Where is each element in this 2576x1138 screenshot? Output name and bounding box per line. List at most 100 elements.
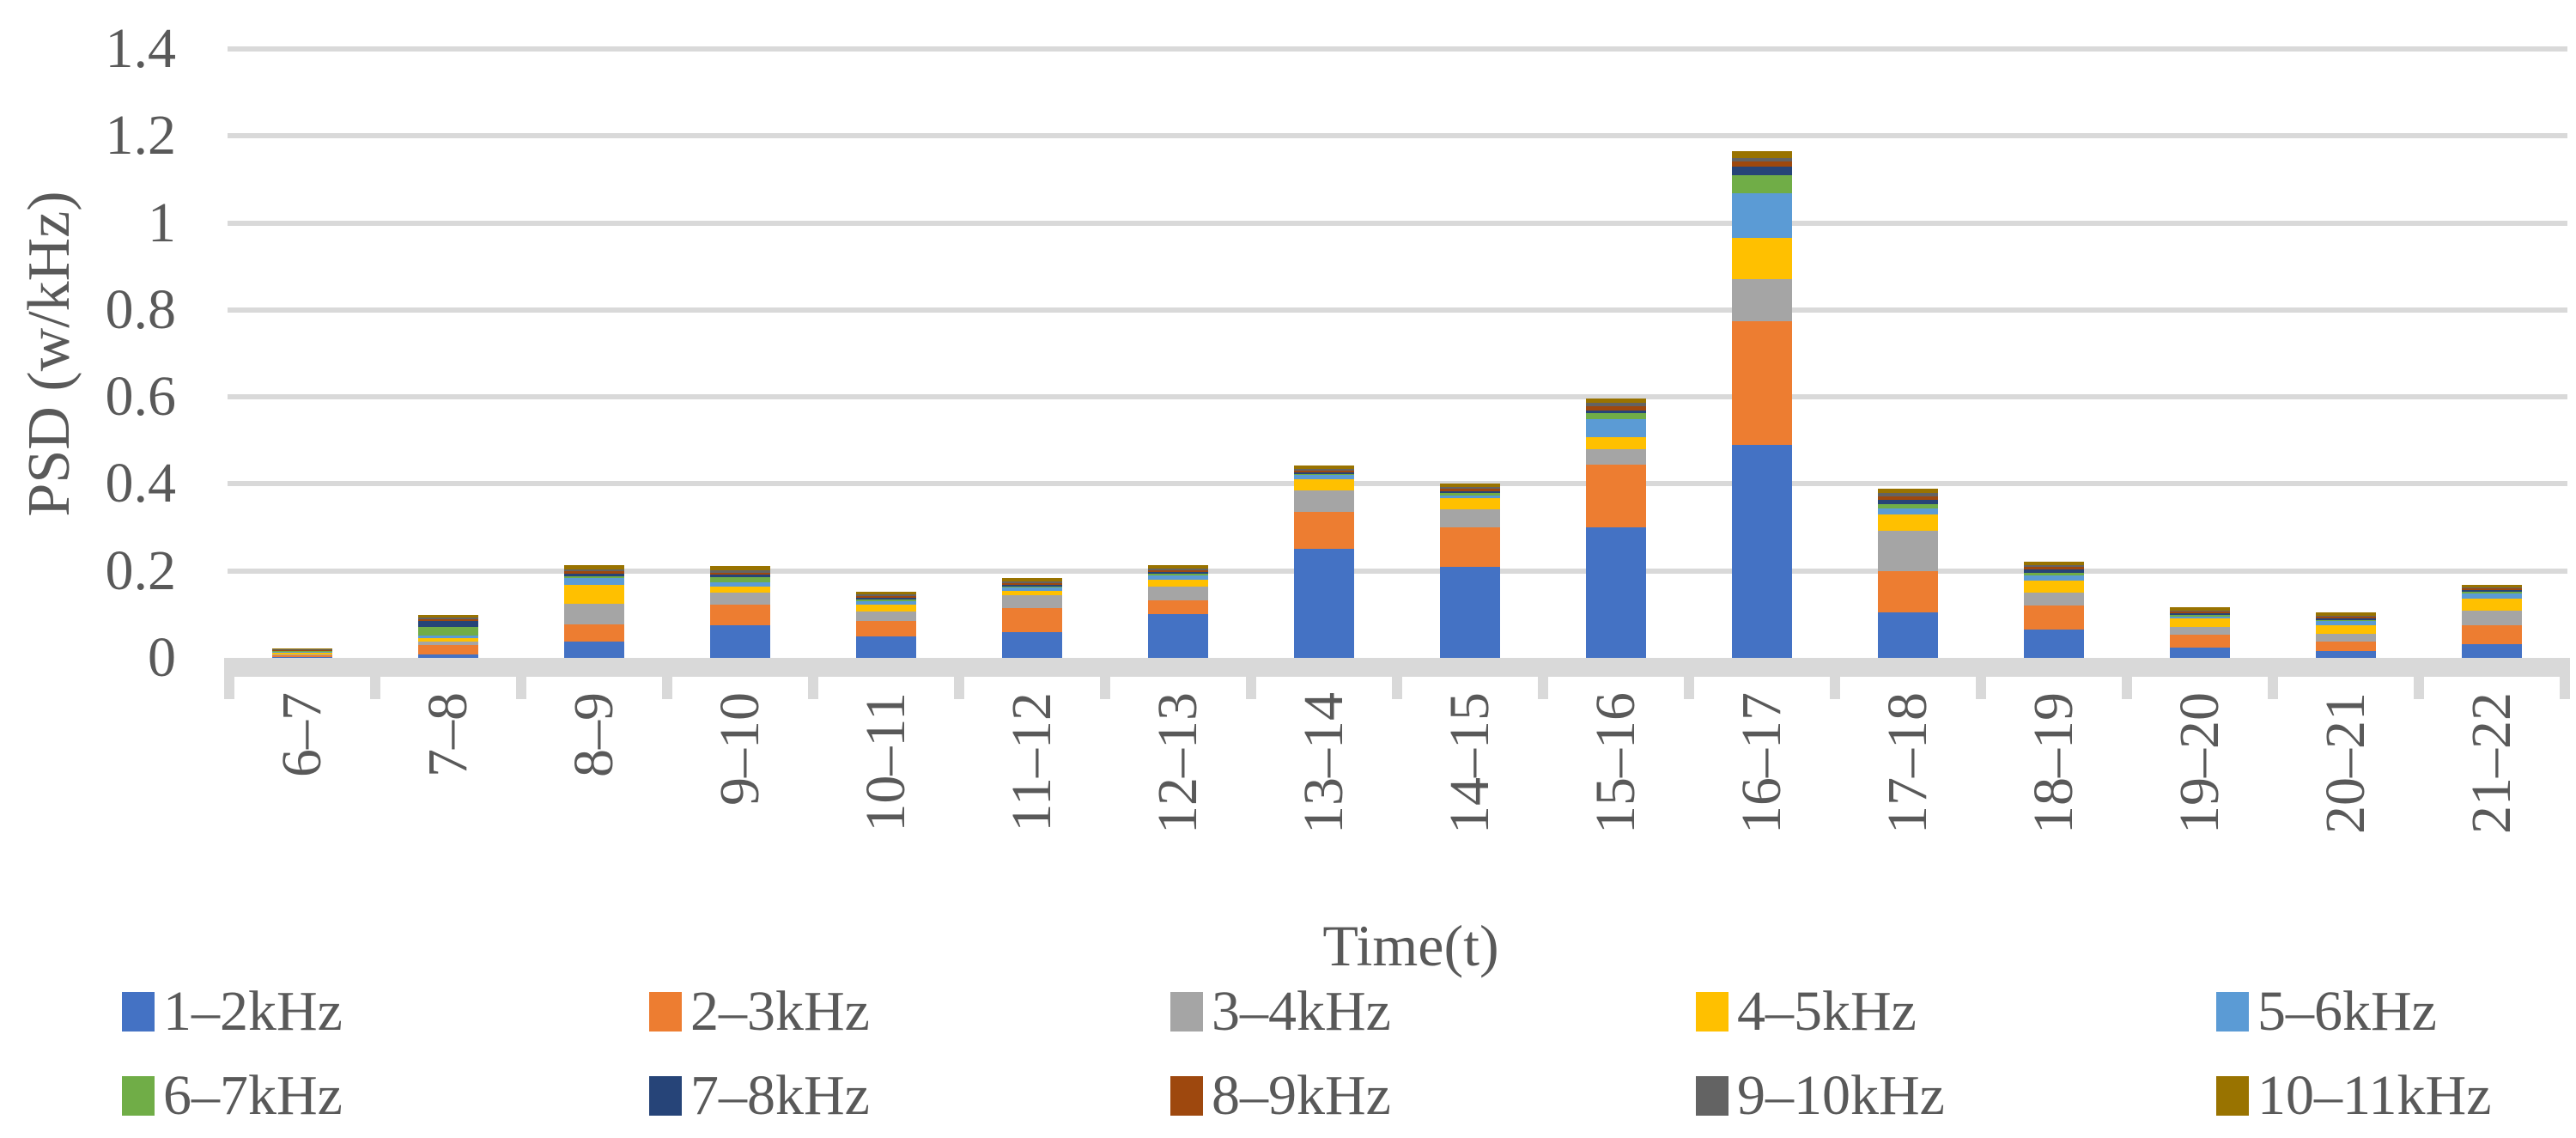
legend-label: 4–5kHz bbox=[1737, 980, 1917, 1043]
bar-segment bbox=[272, 652, 332, 654]
bar-segment bbox=[856, 636, 916, 658]
legend-item: 1–2kHz bbox=[122, 980, 343, 1043]
bar-segment bbox=[1440, 527, 1500, 567]
x-tick-label: 8–9 bbox=[562, 692, 625, 777]
bar-segment bbox=[2462, 593, 2522, 599]
bar-segment bbox=[418, 635, 478, 638]
x-axis-tick bbox=[954, 658, 964, 699]
gridline bbox=[228, 307, 2567, 313]
bar-segment bbox=[272, 653, 332, 655]
legend-swatch bbox=[1696, 1076, 1728, 1116]
bar-segment bbox=[856, 594, 916, 597]
bar-segment bbox=[710, 572, 770, 575]
bar-segment bbox=[1878, 514, 1938, 532]
bar-segment bbox=[1732, 166, 1792, 175]
bar-segment bbox=[1878, 508, 1938, 514]
legend-swatch bbox=[2216, 1076, 2249, 1116]
gridline bbox=[228, 46, 2567, 52]
gridline bbox=[228, 481, 2567, 487]
bar-segment bbox=[2024, 592, 2084, 606]
bar-segment bbox=[856, 611, 916, 621]
bar-segment bbox=[710, 593, 770, 606]
bar-segment bbox=[2024, 569, 2084, 573]
bar-segment bbox=[1294, 473, 1354, 476]
bar-segment bbox=[2024, 565, 2084, 568]
bar-segment bbox=[564, 574, 624, 577]
bar-segment bbox=[1002, 591, 1062, 596]
bar-segment bbox=[272, 649, 332, 651]
x-axis-tick bbox=[516, 658, 526, 699]
x-axis-tick bbox=[224, 658, 234, 699]
legend-item: 3–4kHz bbox=[1170, 980, 1391, 1043]
bar-segment bbox=[710, 605, 770, 625]
x-axis-tick bbox=[1538, 658, 1548, 699]
bar-segment bbox=[2024, 562, 2084, 566]
x-tick-label: 15–16 bbox=[1584, 692, 1647, 834]
bar-segment bbox=[272, 656, 332, 658]
bar-segment bbox=[2316, 620, 2376, 626]
bar-segment bbox=[1294, 466, 1354, 470]
bar-segment bbox=[1586, 399, 1646, 404]
bar-segment bbox=[2170, 616, 2230, 618]
bar-segment bbox=[2462, 587, 2522, 588]
legend-item: 5–6kHz bbox=[2216, 980, 2437, 1043]
y-tick-label: 0.6 bbox=[105, 365, 177, 429]
bar-segment bbox=[2170, 613, 2230, 615]
x-tick-label: 14–15 bbox=[1438, 692, 1501, 834]
bar-segment bbox=[1002, 583, 1062, 586]
bar-segment bbox=[1148, 614, 1208, 658]
bar-segment bbox=[1440, 496, 1500, 499]
bar-segment bbox=[1586, 437, 1646, 449]
bar-segment bbox=[2316, 618, 2376, 620]
legend-swatch bbox=[649, 1076, 682, 1116]
x-axis-tick bbox=[2122, 658, 2132, 699]
gridline bbox=[228, 568, 2567, 574]
x-axis-tick bbox=[1830, 658, 1840, 699]
bar-segment bbox=[564, 624, 624, 642]
legend-swatch bbox=[1170, 1076, 1203, 1116]
legend-swatch bbox=[649, 992, 682, 1032]
bar-segment bbox=[856, 596, 916, 599]
bar-segment bbox=[1148, 600, 1208, 615]
bar-segment bbox=[1878, 493, 1938, 497]
bar-segment bbox=[1294, 469, 1354, 471]
bar-segment bbox=[1586, 448, 1646, 465]
legend-item: 10–11kHz bbox=[2216, 1064, 2492, 1127]
y-tick-label: 1 bbox=[148, 191, 176, 254]
legend-label: 3–4kHz bbox=[1212, 980, 1391, 1043]
bar-segment bbox=[564, 578, 624, 585]
bar-segment bbox=[2316, 612, 2376, 616]
x-tick-label: 20–21 bbox=[2314, 692, 2377, 834]
bar-segment bbox=[1002, 632, 1062, 658]
bar-segment bbox=[1294, 472, 1354, 474]
x-axis-tick bbox=[370, 658, 380, 699]
bar-segment bbox=[2024, 630, 2084, 658]
bar-segment bbox=[2170, 627, 2230, 636]
bar-segment bbox=[272, 650, 332, 651]
bar-segment bbox=[1440, 491, 1500, 494]
y-tick-label: 0.4 bbox=[105, 452, 177, 515]
x-axis-title: Time(t) bbox=[1322, 913, 1499, 978]
bar-segment bbox=[418, 619, 478, 622]
bar-segment bbox=[1586, 464, 1646, 528]
bar-segment bbox=[2170, 635, 2230, 648]
legend-swatch bbox=[1696, 992, 1728, 1032]
bar-segment bbox=[710, 570, 770, 573]
bar-segment bbox=[2462, 598, 2522, 611]
bar-segment bbox=[1148, 587, 1208, 601]
x-axis-tick bbox=[1246, 658, 1256, 699]
bar-segment bbox=[564, 642, 624, 658]
bar-segment bbox=[1148, 565, 1208, 569]
bar-segment bbox=[2170, 612, 2230, 614]
bar-segment bbox=[2170, 618, 2230, 628]
bar-segment bbox=[272, 654, 332, 656]
y-tick-label: 0 bbox=[148, 626, 176, 689]
bar-segment bbox=[1440, 483, 1500, 487]
bar-segment bbox=[2024, 605, 2084, 630]
bar-segment bbox=[564, 565, 624, 570]
bar-segment bbox=[1732, 444, 1792, 658]
x-tick-label: 6–7 bbox=[270, 692, 333, 777]
bar-segment bbox=[418, 617, 478, 620]
legend-label: 8–9kHz bbox=[1212, 1064, 1391, 1127]
